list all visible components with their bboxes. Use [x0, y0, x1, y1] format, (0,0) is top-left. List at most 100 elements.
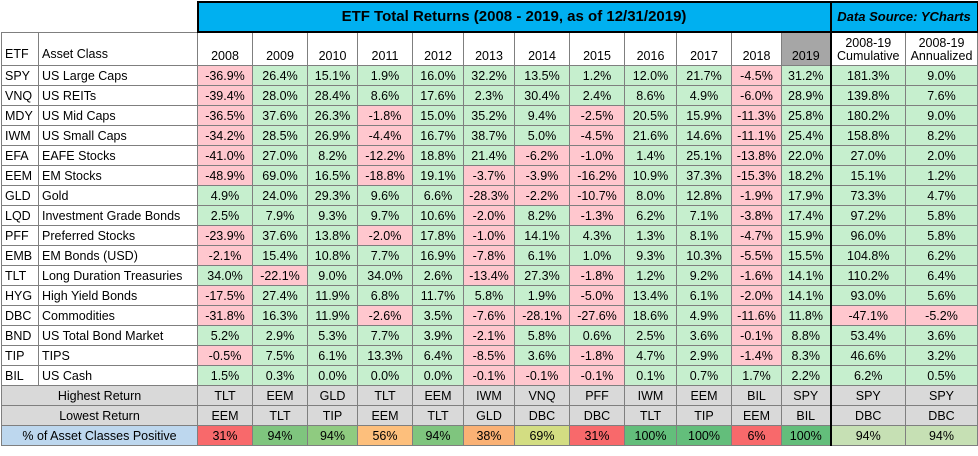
- cumulative-cell: 158.8%: [830, 125, 906, 146]
- return-cell: 2.5%: [624, 325, 677, 346]
- return-cell: -2.2%: [514, 185, 570, 206]
- year-header: 2014: [514, 31, 570, 66]
- year-header: 2017: [676, 31, 732, 66]
- return-cell: 19.1%: [412, 165, 464, 186]
- highest-return-row-cell: IWM: [624, 385, 677, 406]
- highest-return-row: Highest Return TLT EEM GLD TLT EEM IWM VNQ PFF IW…: [1, 385, 978, 406]
- lowest-return-row-cell: TLT: [252, 405, 308, 426]
- pct-positive-row-cell: 31%: [197, 425, 253, 446]
- annualized-cell: 5.8%: [904, 205, 978, 226]
- return-cell: 5.3%: [307, 325, 358, 346]
- return-cell: 15.5%: [781, 245, 832, 266]
- annualized-cell: -5.2%: [904, 305, 978, 326]
- etf-ticker: EMB: [1, 245, 39, 266]
- pct-positive-row-cell: 94%: [904, 425, 978, 446]
- etf-ticker: BIL: [1, 365, 39, 386]
- return-cell: -6.2%: [514, 145, 570, 166]
- return-cell: -41.0%: [197, 145, 253, 166]
- highest-return-row-cell: GLD: [307, 385, 358, 406]
- return-cell: 9.6%: [357, 185, 413, 206]
- highest-return-row-cell: SPY: [904, 385, 978, 406]
- return-cell: -15.3%: [731, 165, 782, 186]
- asset-class-name: Gold: [38, 185, 198, 206]
- return-cell: -5.0%: [569, 285, 625, 306]
- return-cell: 1.0%: [569, 245, 625, 266]
- return-cell: -28.1%: [514, 305, 570, 326]
- pct-positive-row-cell: 94%: [252, 425, 308, 446]
- return-cell: 28.0%: [252, 85, 308, 106]
- table-foot: Highest Return TLT EEM GLD TLT EEM IWM VNQ PFF IW…: [1, 385, 978, 446]
- return-cell: 8.3%: [781, 345, 832, 366]
- lowest-return-row-cell: GLD: [463, 405, 515, 426]
- return-cell: -4.5%: [569, 125, 625, 146]
- return-cell: 0.6%: [569, 325, 625, 346]
- return-cell: 6.4%: [412, 345, 464, 366]
- return-cell: 21.4%: [463, 145, 515, 166]
- return-cell: -3.7%: [463, 165, 515, 186]
- asset-class-name: US Small Caps: [38, 125, 198, 146]
- etf-ticker: HYG: [1, 285, 39, 306]
- return-cell: 27.3%: [514, 265, 570, 286]
- return-cell: 15.9%: [781, 225, 832, 246]
- return-cell: 9.3%: [307, 205, 358, 226]
- return-cell: -31.8%: [197, 305, 253, 326]
- year-header: 2013: [463, 31, 515, 66]
- return-cell: 26.9%: [307, 125, 358, 146]
- return-cell: 1.9%: [357, 65, 413, 86]
- return-cell: 16.5%: [307, 165, 358, 186]
- return-cell: 1.2%: [624, 265, 677, 286]
- return-cell: -13.4%: [463, 265, 515, 286]
- annualized-cell: 9.0%: [904, 105, 978, 126]
- return-cell: 2.6%: [412, 265, 464, 286]
- highest-return-row-cell: VNQ: [514, 385, 570, 406]
- return-cell: 11.9%: [307, 285, 358, 306]
- return-cell: 7.7%: [357, 325, 413, 346]
- lowest-return-row-cell: EEM: [731, 405, 782, 426]
- return-cell: 10.8%: [307, 245, 358, 266]
- etf-ticker: EFA: [1, 145, 39, 166]
- highest-return-row-label: Highest Return: [1, 385, 198, 406]
- return-cell: 0.1%: [624, 365, 677, 386]
- return-cell: 4.9%: [676, 305, 732, 326]
- annualized-cell: 3.6%: [904, 325, 978, 346]
- highest-return-row-cell: TLT: [197, 385, 253, 406]
- return-cell: 5.8%: [463, 285, 515, 306]
- etf-ticker: MDY: [1, 105, 39, 126]
- return-cell: 9.3%: [624, 245, 677, 266]
- etf-ticker: IWM: [1, 125, 39, 146]
- return-cell: 6.1%: [676, 285, 732, 306]
- return-cell: 26.4%: [252, 65, 308, 86]
- table-row: BND US Total Bond Market 5.2% 2.9% 5.3% 7.7% 3…: [1, 325, 978, 346]
- return-cell: 5.2%: [197, 325, 253, 346]
- table-row: TLT Long Duration Treasuries 34.0% -22.1% 9.…: [1, 265, 978, 286]
- year-header: 2011: [357, 31, 413, 66]
- asset-class-name: Commodities: [38, 305, 198, 326]
- return-cell: -3.8%: [731, 205, 782, 226]
- return-cell: 4.9%: [197, 185, 253, 206]
- return-cell: 29.3%: [307, 185, 358, 206]
- return-cell: 18.2%: [781, 165, 832, 186]
- etf-ticker: LQD: [1, 205, 39, 226]
- return-cell: 37.3%: [676, 165, 732, 186]
- return-cell: 18.8%: [412, 145, 464, 166]
- return-cell: 21.7%: [676, 65, 732, 86]
- asset-class-name: High Yield Bonds: [38, 285, 198, 306]
- return-cell: -36.9%: [197, 65, 253, 86]
- return-cell: 3.6%: [676, 325, 732, 346]
- return-cell: 6.1%: [307, 345, 358, 366]
- table-body: SPY US Large Caps -36.9% 26.4% 15.1% 1.9% 16.0…: [1, 65, 978, 386]
- return-cell: 31.2%: [781, 65, 832, 86]
- table-row: PFF Preferred Stocks -23.9% 37.6% 13.8% -2.0%…: [1, 225, 978, 246]
- return-cell: 14.1%: [514, 225, 570, 246]
- return-cell: -4.5%: [731, 65, 782, 86]
- etf-ticker: TIP: [1, 345, 39, 366]
- return-cell: -0.1%: [514, 365, 570, 386]
- data-source-label: Data Source: YCharts: [829, 1, 978, 33]
- asset-class-name: EAFE Stocks: [38, 145, 198, 166]
- return-cell: 0.0%: [412, 365, 464, 386]
- year-header: 2015: [569, 31, 625, 66]
- annualized-cell: 6.2%: [904, 245, 978, 266]
- return-cell: -11.1%: [731, 125, 782, 146]
- annualized-cell: 5.6%: [904, 285, 978, 306]
- return-cell: 16.0%: [412, 65, 464, 86]
